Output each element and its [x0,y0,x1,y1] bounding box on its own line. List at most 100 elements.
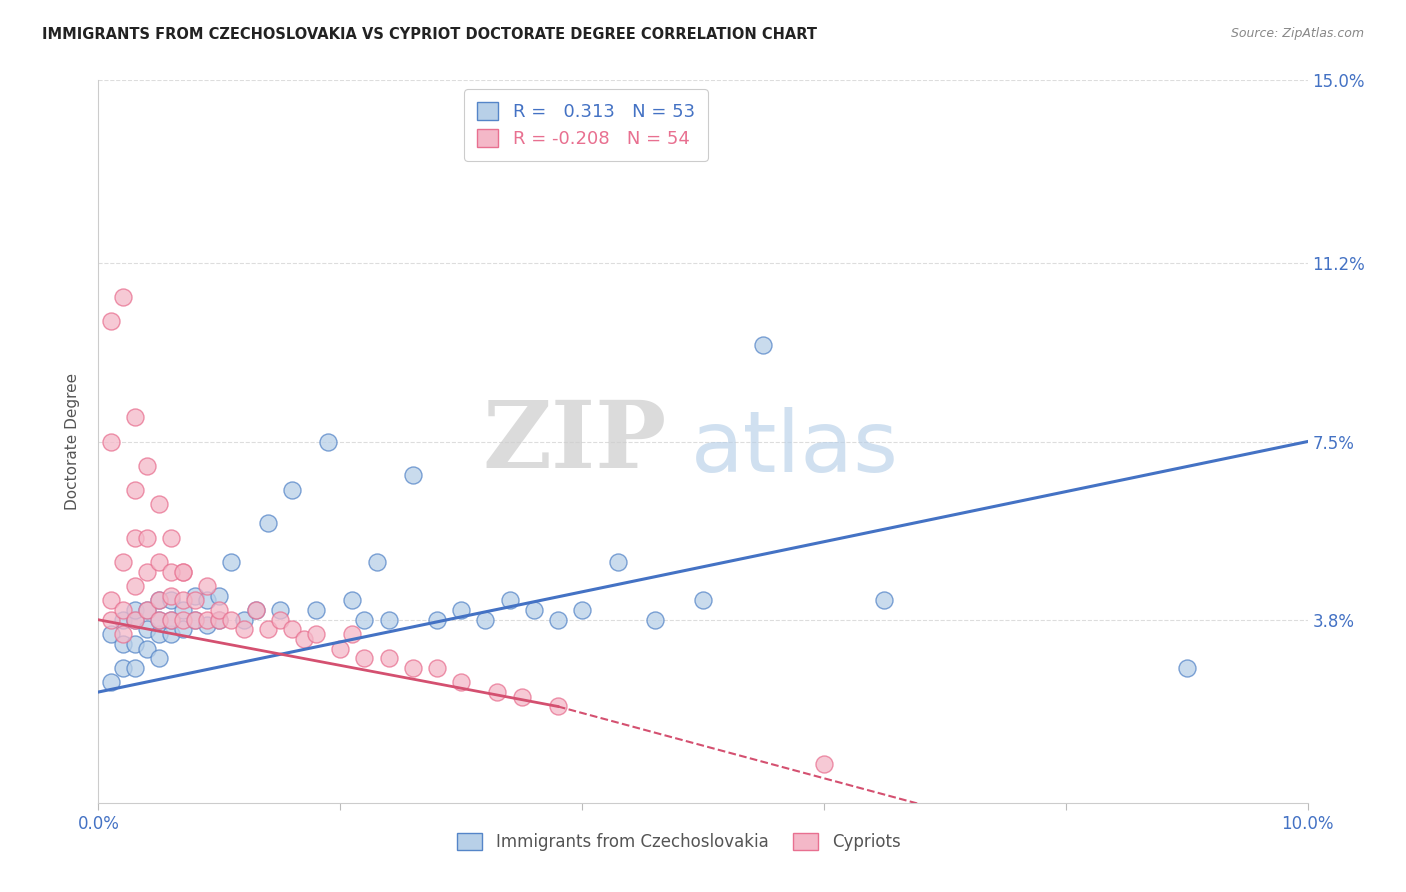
Point [245,603,267,617]
Point [377,613,399,627]
Point [644,613,666,627]
Point [305,603,328,617]
Point [450,603,472,617]
Point [135,565,157,579]
Point [111,555,134,569]
Point [184,613,207,627]
Point [269,603,291,617]
Point [221,555,243,569]
Point [547,699,569,714]
Point [100,627,122,641]
Point [232,613,254,627]
Point [160,531,183,545]
Point [256,516,278,531]
Point [195,593,218,607]
Legend: Immigrants from Czechoslovakia, Cypriots: Immigrants from Czechoslovakia, Cypriots [449,825,908,860]
Point [160,589,183,603]
Point [195,579,218,593]
Point [245,603,267,617]
Point [402,468,425,483]
Point [135,623,157,637]
Point [124,613,146,627]
Point [316,434,339,449]
Point [353,651,375,665]
Point [221,613,243,627]
Point [571,603,593,617]
Point [510,690,533,704]
Point [208,589,231,603]
Point [148,613,170,627]
Point [208,613,231,627]
Point [342,593,364,607]
Point [135,458,157,473]
Point [124,483,146,497]
Point [160,613,183,627]
Point [124,603,146,617]
Point [135,603,157,617]
Point [100,314,122,328]
Point [195,617,218,632]
Point [172,603,194,617]
Point [124,579,146,593]
Point [148,613,170,627]
Point [813,757,835,772]
Point [377,651,399,665]
Point [208,613,231,627]
Point [100,434,122,449]
Point [100,675,122,690]
Text: atlas: atlas [690,408,898,491]
Point [1175,661,1198,675]
Point [873,593,896,607]
Point [148,593,170,607]
Point [148,651,170,665]
Text: ZIP: ZIP [482,397,666,486]
Point [305,627,328,641]
Point [124,637,146,651]
Point [160,565,183,579]
Point [148,627,170,641]
Point [342,627,364,641]
Point [100,613,122,627]
Point [269,613,291,627]
Point [148,593,170,607]
Point [195,613,218,627]
Point [172,623,194,637]
Point [353,613,375,627]
Point [111,637,134,651]
Point [281,483,304,497]
Point [256,623,278,637]
Point [100,593,122,607]
Point [208,603,231,617]
Point [111,627,134,641]
Point [124,661,146,675]
Point [474,613,496,627]
Y-axis label: Doctorate Degree: Doctorate Degree [65,373,80,510]
Point [135,603,157,617]
Point [172,565,194,579]
Point [184,613,207,627]
Point [547,613,569,627]
Point [426,613,449,627]
Point [111,603,134,617]
Text: IMMIGRANTS FROM CZECHOSLOVAKIA VS CYPRIOT DOCTORATE DEGREE CORRELATION CHART: IMMIGRANTS FROM CZECHOSLOVAKIA VS CYPRIO… [42,27,817,42]
Point [111,613,134,627]
Point [148,555,170,569]
Point [607,555,630,569]
Point [184,589,207,603]
Point [402,661,425,675]
Point [124,410,146,425]
Point [124,613,146,627]
Point [172,565,194,579]
Point [329,641,352,656]
Point [160,613,183,627]
Point [172,593,194,607]
Point [450,675,472,690]
Point [752,338,775,352]
Point [148,497,170,511]
Point [172,613,194,627]
Point [184,593,207,607]
Point [281,623,304,637]
Point [498,593,520,607]
Point [160,593,183,607]
Point [135,531,157,545]
